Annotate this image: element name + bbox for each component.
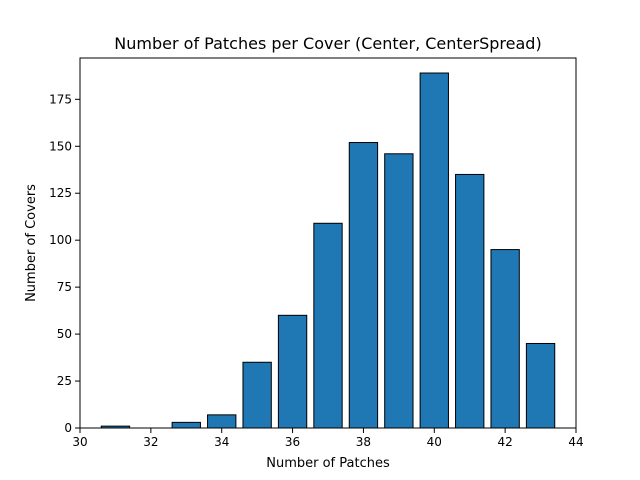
- x-axis-label: Number of Patches: [266, 456, 390, 471]
- x-tick-label: 44: [568, 435, 583, 449]
- y-axis-label: Number of Covers: [24, 184, 39, 302]
- x-tick-label: 38: [356, 435, 371, 449]
- y-tick-label: 75: [57, 280, 72, 294]
- chart-title: Number of Patches per Cover (Center, Cen…: [114, 34, 541, 53]
- x-tick-label: 42: [498, 435, 513, 449]
- y-tick-label: 0: [64, 421, 72, 435]
- y-axis-ticks: 0 25 50 75 100 125 150 175: [49, 92, 80, 435]
- y-tick-label: 25: [57, 374, 72, 388]
- y-tick-label: 150: [49, 139, 72, 153]
- x-axis-ticks: 30 32 34 36 38 40 42 44: [72, 428, 584, 449]
- bar-37: [313, 222, 343, 429]
- x-tick-label: 30: [72, 435, 87, 449]
- bar-38: [348, 142, 379, 429]
- bar-34: [207, 414, 237, 429]
- y-tick-label: 50: [57, 327, 72, 341]
- bar-40: [419, 72, 449, 429]
- bar-43: [525, 342, 556, 429]
- bar-42: [490, 249, 520, 429]
- x-tick-label: 32: [143, 435, 158, 449]
- y-tick-label: 175: [49, 92, 72, 106]
- y-tick-label: 100: [49, 233, 72, 247]
- plot-frame: [79, 57, 577, 429]
- x-tick-label: 40: [427, 435, 442, 449]
- y-tick-label: 125: [49, 186, 72, 200]
- bars-group: [100, 72, 556, 429]
- bar-33: [171, 421, 201, 429]
- x-tick-label: 34: [214, 435, 229, 449]
- bar-41: [455, 173, 485, 429]
- bar-36: [277, 314, 308, 429]
- bar-35: [242, 361, 272, 429]
- x-tick-label: 36: [285, 435, 300, 449]
- bar-39: [384, 153, 414, 429]
